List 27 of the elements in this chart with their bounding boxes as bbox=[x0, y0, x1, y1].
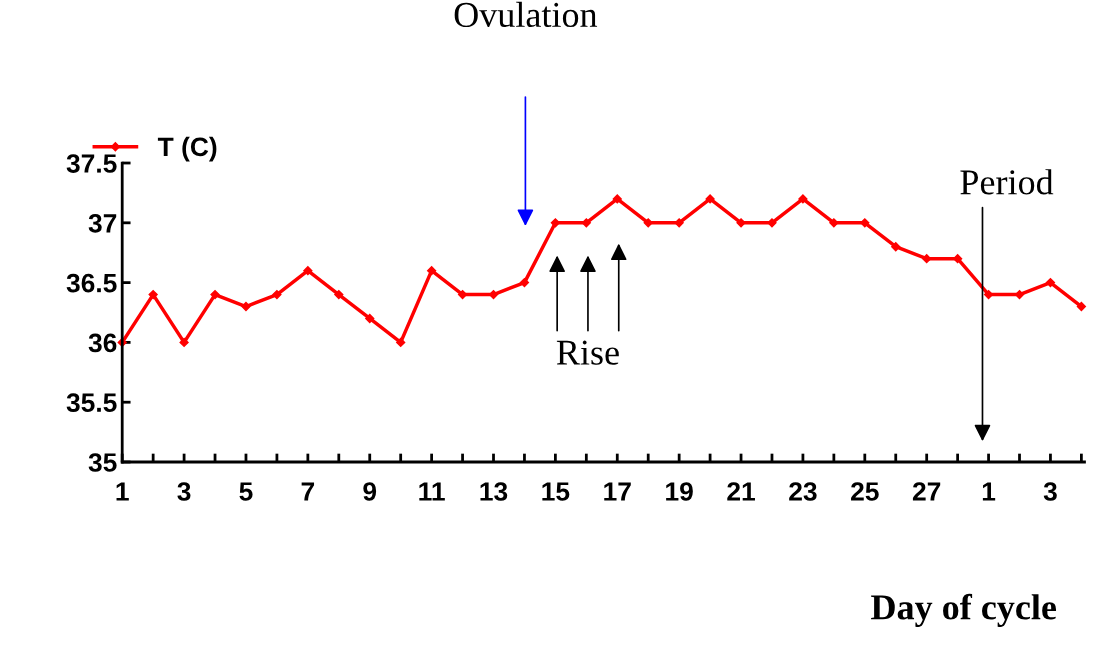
x-tick-label: 15 bbox=[542, 482, 570, 501]
y-tick-label: 37.5 bbox=[66, 154, 117, 173]
y-tick-label: 36 bbox=[88, 333, 117, 353]
x-tick-label: 1 bbox=[982, 482, 996, 501]
x-tick-label: 3 bbox=[1043, 482, 1057, 501]
text: Ovulation bbox=[454, 1, 598, 28]
x-tick-label: 17 bbox=[604, 482, 631, 501]
y-tick-label: 35.5 bbox=[66, 393, 117, 413]
x-tick-label: 19 bbox=[666, 482, 693, 501]
x-tick-label: 1 bbox=[116, 482, 129, 501]
x-tick-label: 11 bbox=[419, 482, 445, 501]
x-tick-label: 9 bbox=[363, 482, 377, 501]
y-tick-label: 37 bbox=[88, 213, 117, 233]
annotation: Period bbox=[960, 169, 1054, 195]
x-tick-label: 25 bbox=[851, 482, 879, 501]
x-tick-label: 21 bbox=[727, 482, 755, 501]
y-tick-label: 35 bbox=[88, 453, 117, 472]
x-axis-title: Day of cycle bbox=[871, 593, 1057, 627]
x-tick-label: 23 bbox=[789, 482, 817, 501]
x-tick-label: 3 bbox=[177, 482, 191, 501]
x-tick-label: 27 bbox=[912, 482, 941, 501]
x-tick-label: 13 bbox=[480, 482, 508, 501]
x-tick-label: 7 bbox=[301, 482, 315, 501]
x-tick-label: 5 bbox=[239, 482, 253, 501]
annotation: Rise bbox=[556, 340, 619, 365]
y-tick-label: 36.5 bbox=[66, 273, 117, 293]
legend-label: T (C) bbox=[157, 136, 217, 162]
